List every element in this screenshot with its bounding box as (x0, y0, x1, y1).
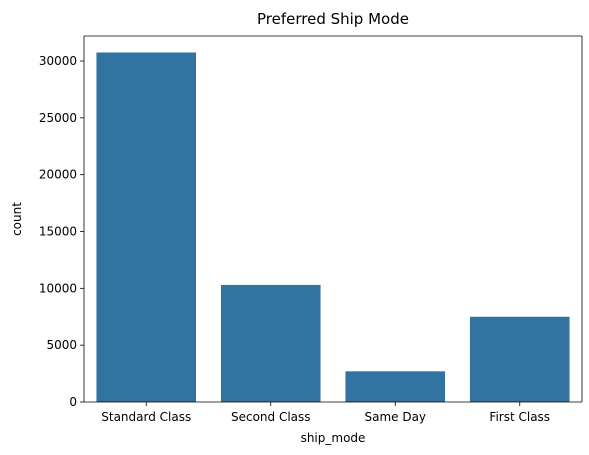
x-axis-label: ship_mode (301, 431, 366, 445)
y-tick-label: 15000 (39, 225, 77, 239)
x-tick-label: Standard Class (101, 410, 191, 424)
bar-second-class (220, 284, 321, 402)
y-axis-label: count (10, 202, 24, 236)
y-tick-label: 20000 (39, 168, 77, 182)
x-axis-ticks: Standard Class Second Class Same Day First … (101, 402, 550, 424)
bar-same-day (345, 371, 446, 402)
chart-title: Preferred Ship Mode (257, 10, 409, 28)
x-tick-label: Second Class (231, 410, 311, 424)
bar-standard-class (96, 52, 197, 403)
bar-first-class (469, 316, 570, 402)
y-tick-label: 25000 (39, 111, 77, 125)
y-axis-ticks: 0 5000 10000 15000 20000 25000 30000 (39, 54, 84, 409)
bars-group (96, 52, 570, 403)
y-tick-label: 5000 (46, 338, 77, 352)
x-tick-label: Same Day (364, 410, 426, 424)
y-tick-label: 0 (69, 395, 77, 409)
y-tick-label: 30000 (39, 54, 77, 68)
y-tick-label: 10000 (39, 281, 77, 295)
x-tick-label: First Class (489, 410, 550, 424)
